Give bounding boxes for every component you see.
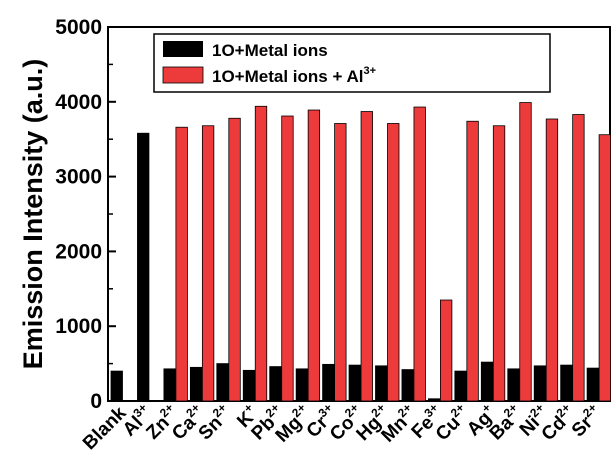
bar-series-1-al: [137, 132, 150, 402]
bar-series-2-sr: [598, 134, 611, 402]
bar-series-2-mg: [307, 109, 321, 402]
y-tick-label: 4000: [55, 91, 102, 114]
bar-series-1-ni: [533, 365, 547, 402]
bar-series-2-fe: [439, 299, 453, 402]
bar-series-2-k: [254, 105, 268, 402]
bar-series-1-sn: [216, 363, 229, 402]
y-tick-label: 1000: [55, 315, 102, 338]
x-tick-label: Sr2+: [566, 401, 607, 442]
bar-series-1-mg: [295, 368, 309, 402]
bar-series-2-co: [360, 111, 373, 402]
y-tick-label: 0: [90, 390, 102, 413]
bar-series-2-cu: [466, 120, 479, 402]
bar-series-1-k: [242, 369, 256, 402]
legend-label-series-2: 1O+Metal ions + Al3+: [212, 65, 376, 86]
bar-series-2-ni: [545, 118, 559, 402]
bar-series-2-ag: [492, 125, 506, 402]
bar-series-1-blank: [110, 370, 123, 402]
legend: 1O+Metal ions 1O+Metal ions + Al3+: [153, 33, 551, 93]
bar-series-1-hg: [375, 365, 388, 402]
y-axis-title: Emission Intensity (a.u.): [18, 59, 48, 370]
bar-series-2-cr: [334, 123, 347, 402]
bar-series-1-mn: [401, 369, 414, 402]
bar-series-2-sn: [228, 117, 241, 402]
y-tick-label: 2000: [55, 240, 102, 263]
bar-series-1-co: [348, 364, 361, 402]
bar-series-1-ca: [189, 366, 203, 402]
y-axis: 0 1000 2000 3000 4000 5000: [55, 16, 116, 413]
bar-series-2-ca: [201, 125, 215, 402]
bar-series-2-hg: [387, 123, 400, 402]
legend-swatch-series-1: [163, 41, 203, 57]
y-tick-label: 3000: [55, 166, 102, 189]
bar-series-1-cd: [560, 364, 573, 402]
bar-series-1-sr: [586, 367, 599, 402]
bar-series-2-pb: [281, 115, 294, 402]
bar-series-1-ba: [507, 368, 520, 402]
bar-series-2-mn: [413, 106, 426, 402]
bar-series-1-ag: [480, 361, 494, 402]
bars-group: [110, 102, 611, 402]
bar-series-1-fe: [427, 398, 441, 402]
bar-series-1-pb: [269, 366, 282, 402]
legend-box: [153, 33, 551, 93]
bar-series-1-zn: [163, 368, 176, 402]
bar-series-1-cr: [322, 363, 335, 402]
y-tick-label: 5000: [55, 16, 102, 39]
bar-series-2-cd: [572, 114, 585, 402]
bar-series-2-zn: [175, 126, 188, 402]
bar-series-1-cu: [454, 370, 467, 402]
legend-swatch-series-2: [162, 66, 204, 84]
bar-series-2-ba: [519, 102, 532, 402]
legend-label-series-1: 1O+Metal ions: [212, 41, 328, 60]
